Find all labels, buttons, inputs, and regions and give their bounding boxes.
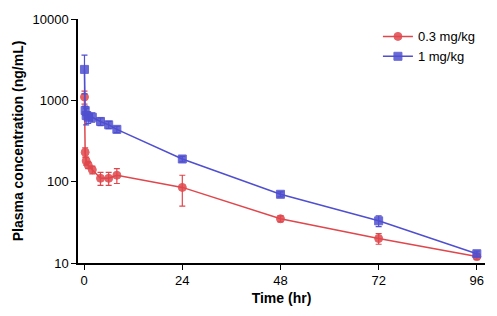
svg-text:10: 10: [54, 256, 68, 271]
svg-text:48: 48: [273, 273, 287, 288]
svg-text:96: 96: [470, 273, 484, 288]
svg-text:Plasma concentration (ng/mL): Plasma concentration (ng/mL): [10, 41, 26, 242]
svg-text:Time (hr): Time (hr): [252, 290, 312, 306]
svg-text:24: 24: [175, 273, 189, 288]
svg-text:72: 72: [371, 273, 385, 288]
svg-text:100: 100: [47, 174, 69, 189]
svg-text:0: 0: [81, 273, 88, 288]
svg-text:1000: 1000: [40, 93, 69, 108]
svg-text:10000: 10000: [32, 12, 68, 27]
svg-text:0.3 mg/kg: 0.3 mg/kg: [418, 29, 475, 44]
svg-text:1 mg/kg: 1 mg/kg: [418, 49, 464, 64]
